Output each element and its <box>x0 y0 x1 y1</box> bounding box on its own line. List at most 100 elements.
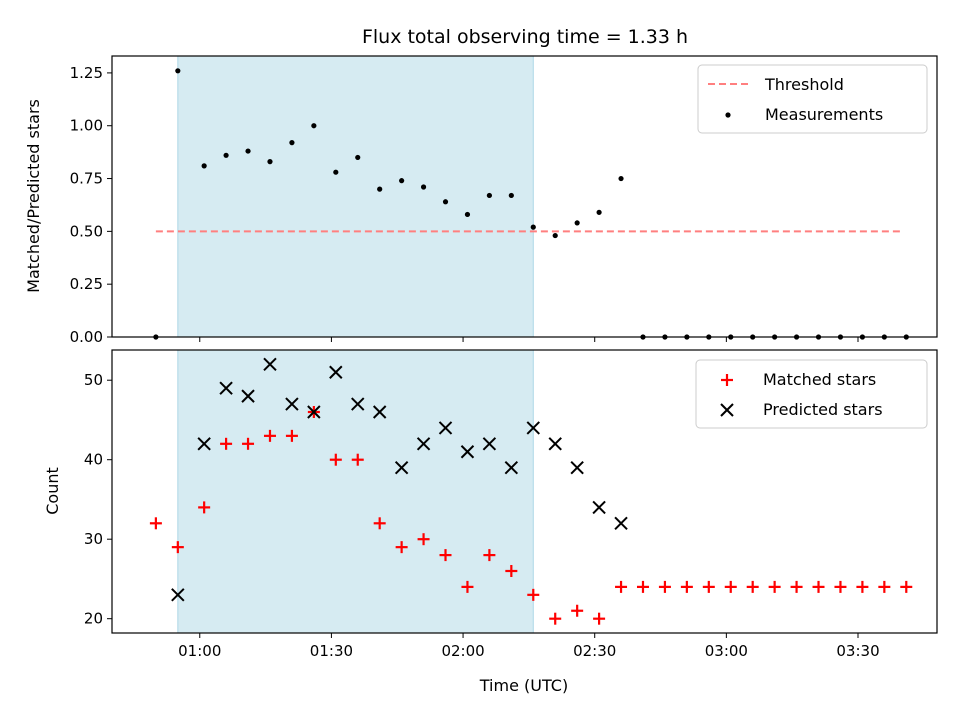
x-axis-label: Time (UTC) <box>479 676 568 695</box>
predicted-star-point <box>416 437 431 451</box>
predicted-star-point <box>526 421 540 435</box>
measurement-point <box>175 68 181 74</box>
bottom-plot-area <box>149 349 913 634</box>
top-axes-frame <box>111 55 938 338</box>
measurement-point <box>399 178 405 184</box>
bottom-y-tick-label: 20 <box>84 610 103 628</box>
legend-measurements-label: Measurements <box>765 105 883 124</box>
matched-star-point <box>549 612 562 625</box>
top-y-tick-label: 0.50 <box>70 222 103 240</box>
measurement-point <box>442 199 449 205</box>
predicted-star-stroke-b <box>372 405 387 419</box>
matched-star-point <box>878 580 891 593</box>
predicted-star-stroke-b <box>197 437 211 451</box>
predicted-star-point <box>460 445 475 459</box>
measurement-point <box>201 163 207 169</box>
matched-star-point <box>724 580 737 593</box>
bottom-legend: Matched stars Predicted stars <box>695 359 928 429</box>
predicted-star-point <box>504 460 519 475</box>
legend-measurements-swatch <box>725 112 731 118</box>
matched-star-point <box>790 580 803 593</box>
x-tick-label: 01:30 <box>310 642 353 660</box>
bottom-y-tick-label: 40 <box>84 451 103 469</box>
matched-star-point <box>461 580 474 593</box>
predicted-star-stroke-b <box>329 365 343 379</box>
matched-star-point <box>171 541 184 554</box>
predicted-star-point <box>438 421 453 435</box>
matched-star-point <box>768 580 781 593</box>
measurement-point <box>267 159 273 165</box>
predicted-star-stroke-b <box>263 357 277 372</box>
predicted-star-point <box>614 516 628 531</box>
bottom-panel: Count Time (UTC) 20 30 40 50 01:00 01:30 02:00… <box>43 349 938 695</box>
measurement-point <box>311 123 317 129</box>
measurement-point <box>486 192 492 199</box>
matched-star-point <box>505 564 518 577</box>
predicted-star-point <box>241 389 255 403</box>
matched-star-point <box>636 580 649 593</box>
matched-star-point <box>856 580 869 593</box>
predicted-star-stroke-b <box>482 437 497 451</box>
matched-star-point <box>746 580 759 593</box>
matched-star-point <box>680 580 693 593</box>
matched-star-point <box>263 429 276 442</box>
matched-star-point <box>834 580 847 593</box>
top-legend: Threshold Measurements <box>697 64 928 134</box>
x-tick-label: 02:30 <box>573 642 616 660</box>
matched-star-point <box>220 437 233 450</box>
predicted-star-stroke-b <box>438 421 453 435</box>
matched-star-point <box>329 453 342 466</box>
predicted-star-point <box>372 405 387 419</box>
bottom-y-tick-label: 30 <box>84 530 103 548</box>
predicted-star-stroke-b <box>416 437 431 451</box>
chart-title: Flux total observing time = 1.33 h <box>362 26 688 48</box>
top-y-tick-label: 0.25 <box>70 275 103 293</box>
predicted-star-point <box>285 397 299 411</box>
matched-star-point <box>658 580 671 593</box>
top-panel: Matched/Predicted stars 0.00 0.25 0.50 0.75… <box>24 55 938 346</box>
predicted-star-stroke-b <box>614 516 628 531</box>
measurement-point <box>420 184 427 190</box>
legend-predicted-label: Predicted stars <box>763 400 883 419</box>
top-y-axis-label: Matched/Predicted stars <box>24 99 43 293</box>
predicted-star-stroke-b <box>171 588 185 602</box>
predicted-star-stroke-b <box>460 445 475 459</box>
matched-star-point <box>285 429 298 442</box>
measurement-point <box>508 192 514 199</box>
matched-star-point <box>417 533 430 546</box>
predicted-star-point <box>548 437 562 451</box>
predicted-star-point <box>394 460 409 475</box>
bottom-legend-box <box>695 359 928 429</box>
top-shaded-span <box>177 55 534 338</box>
measurement-point <box>245 148 251 154</box>
predicted-star-stroke-b <box>241 389 255 403</box>
measurement-point <box>377 186 383 192</box>
x-tick-label: 01:00 <box>178 642 221 660</box>
predicted-star-stroke-b <box>570 460 584 475</box>
top-y-tick-label: 0.75 <box>70 170 103 188</box>
top-y-tick-label: 0.00 <box>70 328 103 346</box>
predicted-star-point <box>482 437 497 451</box>
matched-star-point <box>615 580 628 593</box>
bottom-shaded-span <box>177 349 534 634</box>
top-y-tick-label: 1.00 <box>70 117 103 135</box>
predicted-star-point <box>592 500 606 515</box>
measurement-point <box>552 232 558 239</box>
predicted-star-point <box>263 357 277 372</box>
bottom-y-tick-label: 50 <box>84 371 103 389</box>
measurement-point <box>333 169 339 175</box>
matched-star-point <box>571 604 584 617</box>
predicted-star-stroke-b <box>285 397 299 411</box>
predicted-star-point <box>329 365 343 379</box>
matched-star-point <box>812 580 825 593</box>
predicted-star-point <box>219 381 233 395</box>
measurement-point <box>223 152 229 158</box>
x-tick-label: 02:00 <box>441 642 484 660</box>
legend-matched-label: Matched stars <box>763 370 876 389</box>
top-plot-area <box>153 55 909 340</box>
bottom-y-axis-label: Count <box>43 467 62 515</box>
legend-matched-swatch <box>721 374 733 386</box>
x-tick-label: 03:00 <box>705 642 748 660</box>
matched-star-point <box>198 501 211 514</box>
